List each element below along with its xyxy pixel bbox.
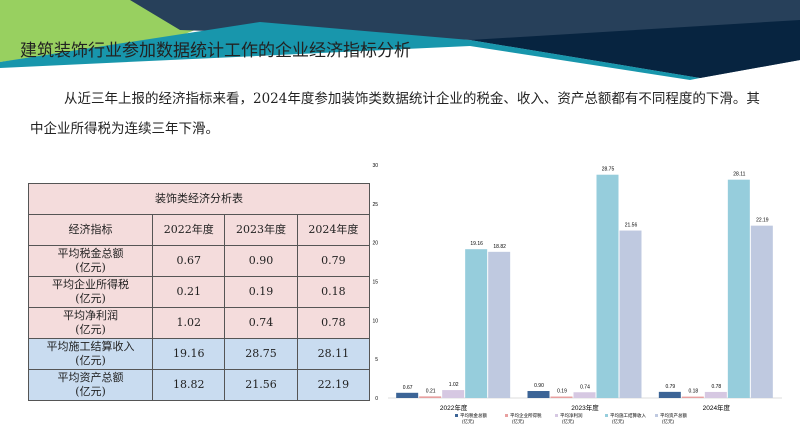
- bar: [488, 251, 511, 398]
- table-cell: 0.79: [296, 245, 371, 277]
- table-cell: 平均税金总额 (亿元): [27, 245, 154, 277]
- y-tick-label: 10: [372, 318, 378, 324]
- table-row: 平均资产总额 (亿元) 18.82 21.56 22.19: [27, 369, 371, 401]
- legend-swatch: [655, 414, 658, 417]
- bar: [550, 396, 573, 398]
- table-cell: 1.02: [152, 307, 226, 339]
- table-cell: 0.74: [224, 307, 298, 339]
- y-tick-label: 0: [375, 396, 378, 402]
- data-label: 21.56: [625, 223, 638, 229]
- column-header: 经济指标: [27, 214, 154, 246]
- x-tick-label: 2022年度: [440, 403, 468, 412]
- summary-paragraph: 从近三年上报的经济指标来看，2024年度参加装饰类数据统计企业的税金、收入、资产…: [30, 91, 760, 137]
- data-label: 0.74: [580, 384, 590, 390]
- y-tick-label: 15: [372, 280, 378, 286]
- legend-label: 平均施工结算收入: [610, 412, 646, 419]
- column-header: 2022年度: [152, 214, 226, 246]
- table-cell: 平均企业所得税 (亿元): [27, 276, 154, 308]
- bar-chart: 0 5 10 15 20 25 30 0.67 0.21 1.02 19.16 18.82 2022年度…: [372, 163, 782, 425]
- x-tick-label: 2024年度: [703, 403, 731, 412]
- data-label: 0.67: [403, 385, 413, 391]
- page-title: 建筑装饰行业参加数据统计工作的企业经济指标分析: [20, 41, 411, 61]
- legend-label-unit: (亿元): [462, 418, 474, 425]
- x-tick-label: 2023年度: [571, 403, 599, 412]
- data-label: 0.18: [688, 389, 698, 395]
- bar: [704, 391, 727, 398]
- data-label: 19.16: [470, 241, 483, 247]
- table-cell: 0.78: [296, 307, 371, 339]
- table-cell: 0.18: [296, 276, 371, 308]
- bar: [573, 392, 596, 398]
- data-label: 18.82: [493, 244, 506, 250]
- bar: [619, 230, 642, 398]
- table-cell: 28.11: [296, 338, 371, 370]
- y-tick-label: 25: [372, 202, 378, 208]
- table-cell: 0.21: [152, 276, 226, 308]
- bar: [727, 179, 750, 398]
- table-cell: 22.19: [296, 369, 371, 401]
- table-cell: 平均施工结算收入 (亿元): [27, 338, 154, 370]
- legend-label: 平均资产总额: [660, 412, 687, 419]
- data-label: 0.78: [711, 384, 721, 390]
- bar: [658, 391, 681, 398]
- table-cell: 平均净利润 (亿元): [27, 307, 154, 339]
- column-header: 2024年度: [296, 214, 371, 246]
- table-cell: 0.19: [224, 276, 298, 308]
- bar: [596, 174, 619, 398]
- y-tick-label: 5: [375, 357, 378, 363]
- table-cell: 19.16: [152, 338, 226, 370]
- table-row: 平均企业所得税 (亿元) 0.21 0.19 0.18: [27, 276, 371, 308]
- legend-label-unit: (亿元): [662, 418, 674, 425]
- data-label: 28.75: [602, 167, 615, 173]
- legend-swatch: [605, 414, 608, 417]
- column-header: 2023年度: [224, 214, 298, 246]
- bar: [527, 391, 550, 398]
- table-cell: 28.75: [224, 338, 298, 370]
- bar: [419, 396, 442, 398]
- data-label: 28.11: [733, 172, 745, 178]
- table-cell: 18.82: [152, 369, 226, 401]
- legend-label-unit: (亿元): [512, 418, 524, 425]
- data-label: 0.79: [665, 384, 675, 390]
- y-tick-label: 20: [372, 241, 378, 247]
- legend-swatch: [505, 414, 508, 417]
- bar: [465, 249, 488, 398]
- table-row: 平均施工结算收入 (亿元) 19.16 28.75 28.11: [27, 338, 371, 370]
- data-label: 0.21: [426, 388, 436, 394]
- data-label: 0.90: [534, 383, 544, 389]
- table-cell: 平均资产总额 (亿元): [27, 369, 154, 401]
- table-cell: 0.67: [152, 245, 226, 277]
- analysis-table: 装饰类经济分析表 经济指标 2022年度 2023年度 2024年度 平均税金总额 (…: [27, 183, 371, 401]
- header-decoration: [0, 0, 800, 80]
- legend-label-unit: (亿元): [562, 418, 574, 425]
- table-caption: 装饰类经济分析表: [28, 183, 370, 215]
- bar: [750, 225, 773, 398]
- table-row: 平均税金总额 (亿元) 0.67 0.90 0.79: [27, 245, 371, 277]
- data-label: 22.19: [756, 218, 769, 224]
- table-cell: 0.90: [224, 245, 298, 277]
- table-cell: 21.56: [224, 369, 298, 401]
- y-tick-label: 30: [372, 163, 378, 169]
- legend-swatch: [555, 414, 558, 417]
- legend-swatch: [455, 414, 458, 417]
- table-row: 平均净利润 (亿元) 1.02 0.74 0.78: [27, 307, 371, 339]
- bar: [681, 396, 704, 398]
- legend-label: 平均税金总额: [460, 412, 487, 419]
- bar: [396, 392, 419, 398]
- legend-label-unit: (亿元): [612, 418, 624, 425]
- data-label: 0.19: [557, 389, 567, 395]
- legend-label: 平均企业所得税: [510, 412, 542, 419]
- legend-label: 平均净利润: [560, 412, 583, 419]
- data-label: 1.02: [449, 382, 459, 388]
- bar: [442, 390, 465, 398]
